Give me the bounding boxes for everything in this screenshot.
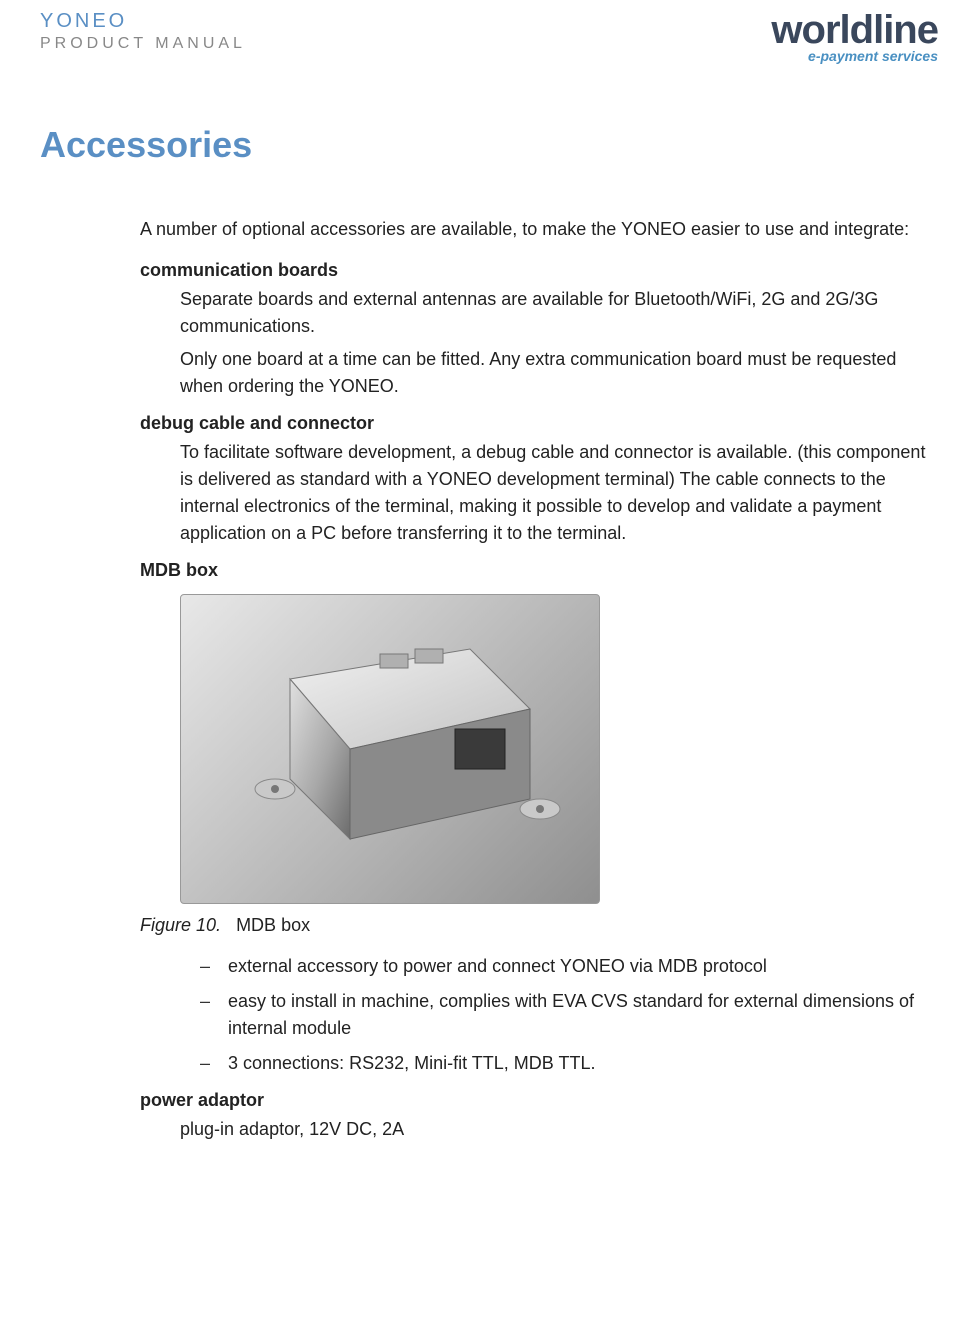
doc-subtitle: PRODUCT MANUAL (40, 35, 246, 53)
intro-paragraph: A number of optional accessories are ava… (140, 216, 928, 243)
list-item: external accessory to power and connect … (200, 953, 928, 980)
page: YONEO PRODUCT MANUAL worldline e-payment… (0, 0, 978, 1189)
doc-title: YONEO (40, 10, 246, 33)
term-paragraph: Only one board at a time can be fitted. … (180, 346, 928, 400)
term-paragraph: Separate boards and external antennas ar… (180, 286, 928, 340)
figure-container (180, 594, 928, 904)
logo-main-text: worldline (771, 10, 938, 50)
term-paragraph: To facilitate software development, a de… (180, 439, 928, 547)
term-paragraph: plug-in adaptor, 12V DC, 2A (180, 1116, 928, 1143)
term-title: power adaptor (140, 1087, 928, 1114)
term-title: debug cable and connector (140, 410, 928, 437)
page-header: YONEO PRODUCT MANUAL worldline e-payment… (40, 10, 938, 64)
mdb-box-icon (200, 619, 580, 879)
term-title: MDB box (140, 557, 928, 584)
figure-label: Figure 10. (140, 915, 221, 935)
term-title: communication boards (140, 257, 928, 284)
list-item: easy to install in machine, complies wit… (200, 988, 928, 1042)
logo-sub-text: e-payment services (808, 48, 938, 64)
figure-caption-text: MDB box (236, 915, 310, 935)
figure-caption: Figure 10. MDB box (140, 912, 928, 939)
mdb-box-image (180, 594, 600, 904)
content-body: A number of optional accessories are ava… (140, 216, 928, 1143)
header-left: YONEO PRODUCT MANUAL (40, 10, 246, 53)
brand-logo: worldline e-payment services (771, 10, 938, 64)
list-item: 3 connections: RS232, Mini-fit TTL, MDB … (200, 1050, 928, 1077)
section-heading: Accessories (40, 124, 938, 166)
bullet-list: external accessory to power and connect … (200, 953, 928, 1077)
